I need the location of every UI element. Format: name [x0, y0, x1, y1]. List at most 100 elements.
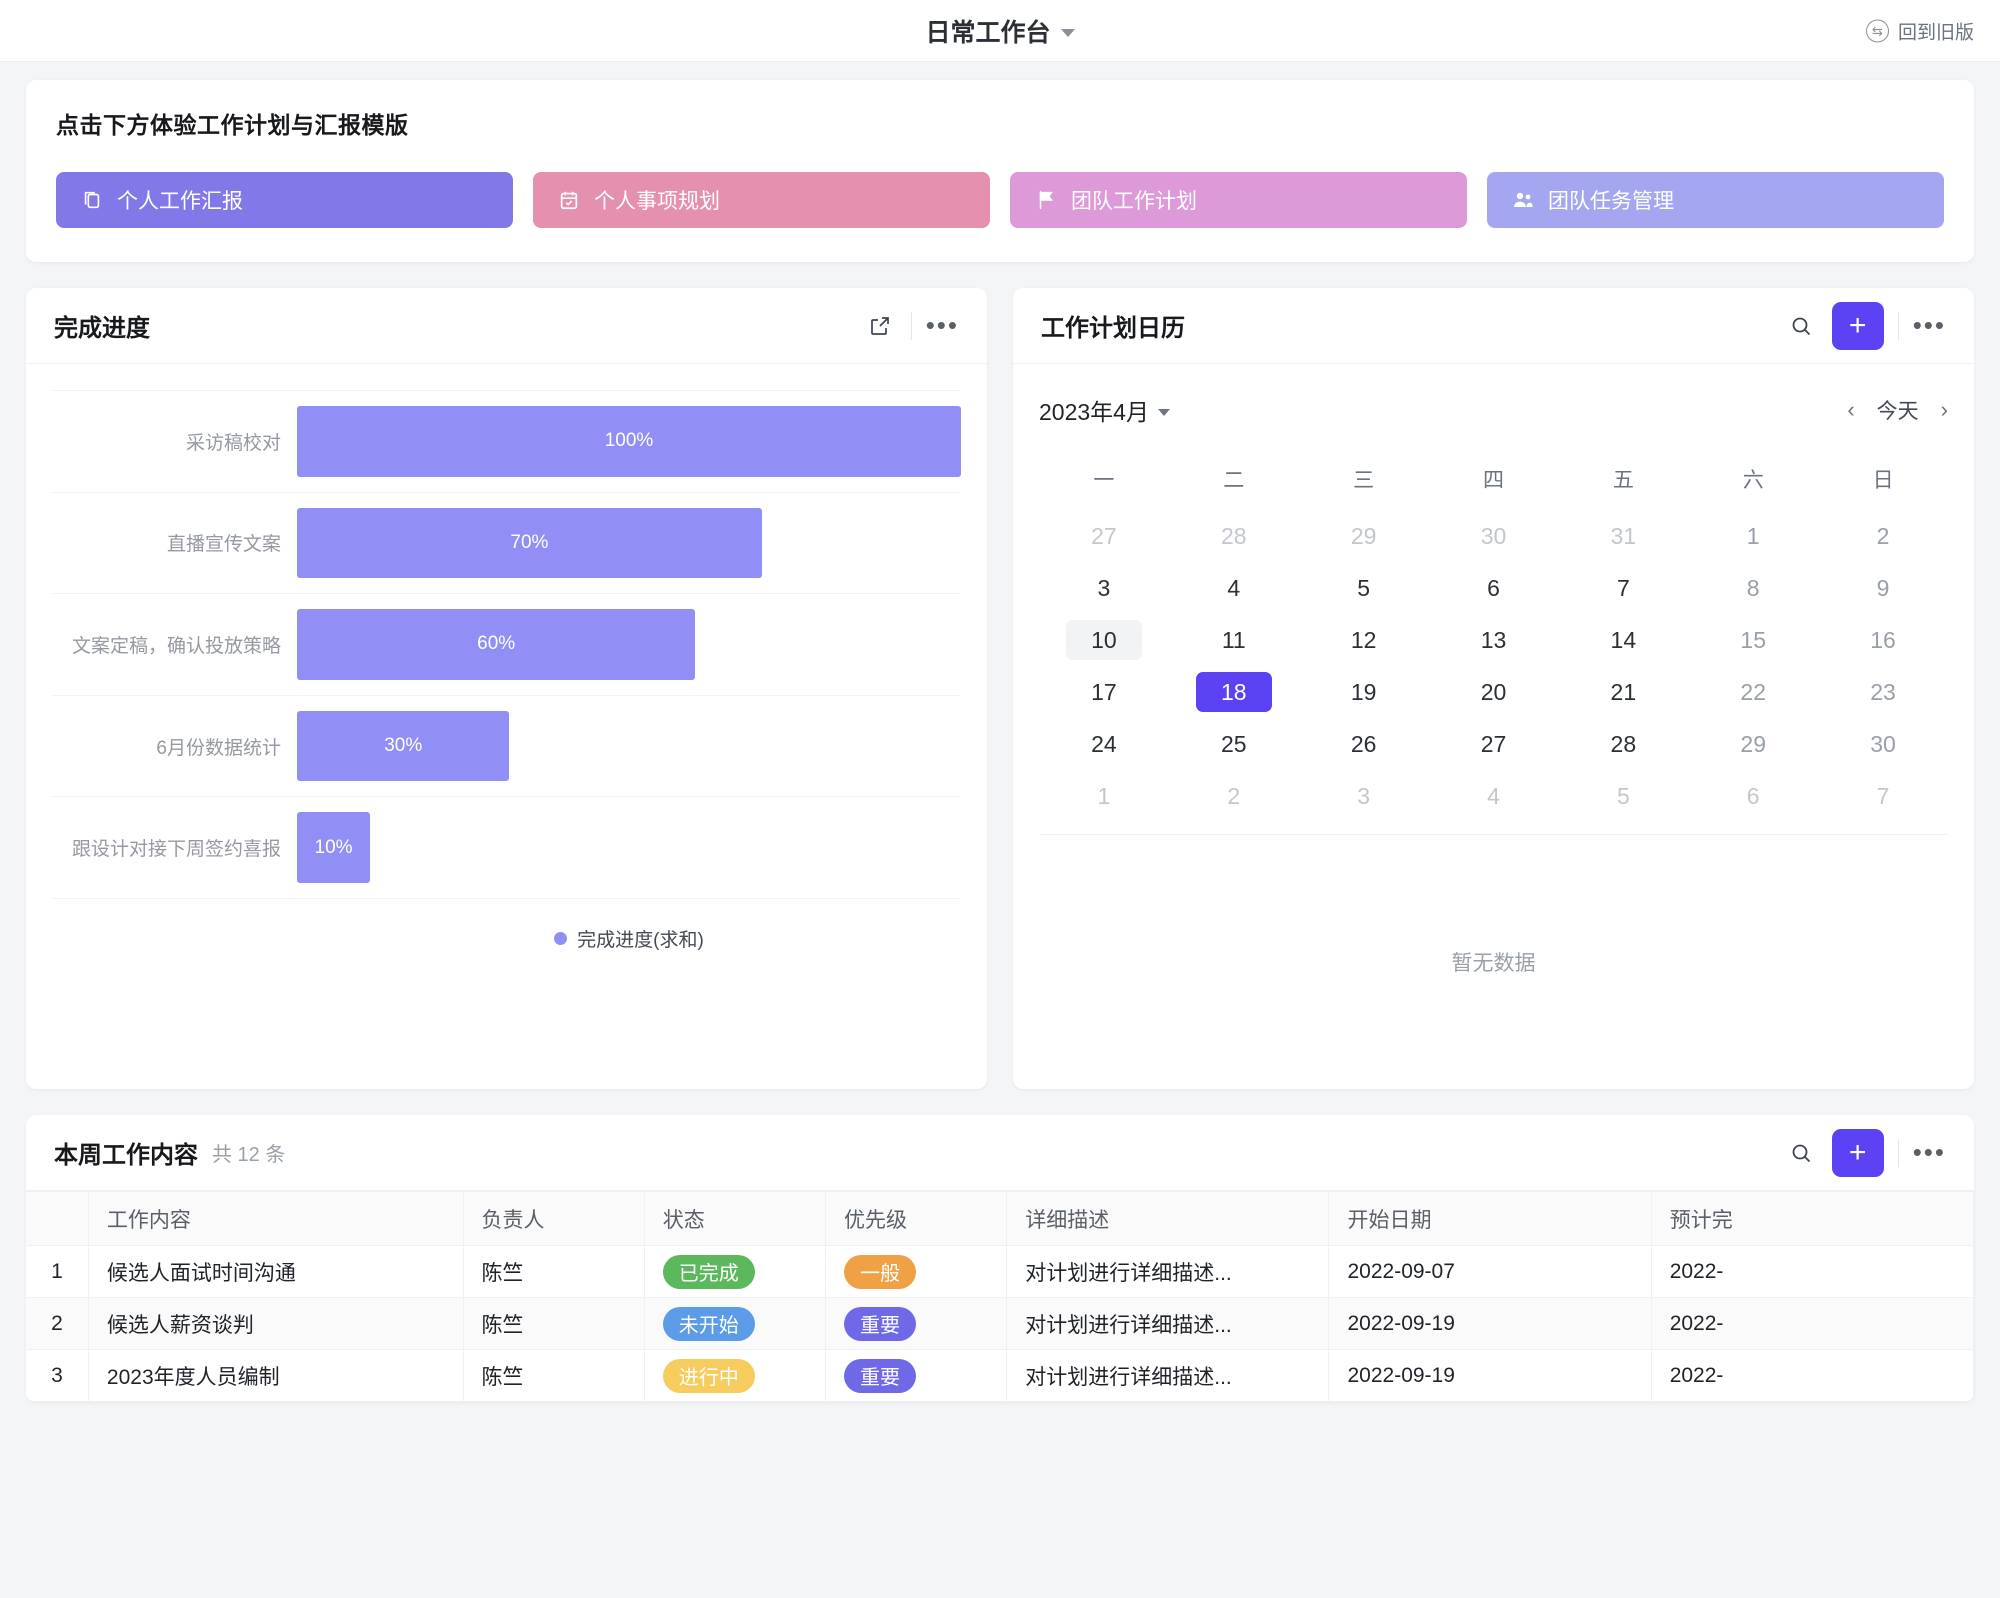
workspace-title-switcher[interactable]: 日常工作台 [925, 13, 1075, 49]
calendar-day-24[interactable]: 24 [1091, 730, 1117, 757]
template-button-team-tasks[interactable]: 团队任务管理 [1487, 172, 1944, 228]
calendar-cell: 11 [1169, 614, 1299, 666]
calendar-day-17[interactable]: 17 [1091, 678, 1117, 705]
back-to-legacy-label: 回到旧版 [1897, 22, 1974, 43]
calendar-day-3[interactable]: 3 [1357, 782, 1371, 809]
column-header-due-date[interactable]: 预计完 [1651, 1191, 1974, 1246]
prev-month-button[interactable]: ‹ [1847, 397, 1855, 422]
template-button-label: 团队任务管理 [1548, 190, 1674, 213]
calendar-cell: 28 [1169, 510, 1299, 562]
status-badge[interactable]: 未开始 [662, 1306, 755, 1341]
status-badge[interactable]: 进行中 [662, 1358, 755, 1393]
more-dots-icon[interactable]: ••• [1912, 1137, 1946, 1168]
column-header-index[interactable] [26, 1191, 89, 1246]
legend-label[interactable]: 完成进度(求和) [577, 930, 704, 951]
template-button-personal-plan[interactable]: 个人事项规划 [533, 172, 990, 228]
calendar-day-5[interactable]: 5 [1357, 574, 1371, 601]
cell-priority: 重要 [825, 1297, 1008, 1350]
calendar-day-22[interactable]: 22 [1740, 678, 1766, 705]
calendar-day-5[interactable]: 5 [1616, 782, 1630, 809]
calendar-day-25[interactable]: 25 [1220, 730, 1247, 757]
calendar-day-23[interactable]: 23 [1870, 678, 1896, 705]
calendar-day-3[interactable]: 3 [1097, 574, 1111, 601]
calendar-day-18[interactable]: 18 [1195, 672, 1272, 712]
calendar-day-31[interactable]: 31 [1610, 522, 1637, 549]
priority-badge[interactable]: 重要 [844, 1306, 917, 1341]
calendar-day-20[interactable]: 20 [1480, 678, 1507, 705]
bar[interactable]: 100% [297, 406, 961, 477]
search-icon[interactable] [1784, 309, 1818, 343]
calendar-day-27[interactable]: 27 [1480, 730, 1507, 757]
calendar-day-29[interactable]: 29 [1350, 522, 1377, 549]
calendar-day-10[interactable]: 10 [1065, 620, 1142, 660]
calendar-cell: 23 [1818, 666, 1948, 718]
calendar-day-4[interactable]: 4 [1487, 782, 1500, 809]
column-header-content[interactable]: 工作内容 [88, 1191, 464, 1246]
calendar-day-13[interactable]: 13 [1480, 626, 1507, 653]
calendar-day-9[interactable]: 9 [1876, 574, 1890, 601]
calendar-cell: 10 [1039, 614, 1169, 666]
cell-status: 已完成 [644, 1245, 827, 1298]
search-icon[interactable] [1784, 1136, 1818, 1170]
calendar-day-6[interactable]: 6 [1746, 782, 1760, 809]
table-row[interactable]: 2 候选人薪资谈判 陈竺 未开始 重要 对计划进行详细描述... 2022-09-19 202… [26, 1297, 1974, 1350]
column-header-description[interactable]: 详细描述 [1006, 1191, 1330, 1246]
template-button-team-plan[interactable]: 团队工作计划 [1010, 172, 1467, 228]
table-row[interactable]: 1 候选人面试时间沟通 陈竺 已完成 一般 对计划进行详细描述... 2022-09-07 2… [26, 1245, 1974, 1298]
column-header-start-date[interactable]: 开始日期 [1328, 1191, 1652, 1246]
add-event-button[interactable]: + [1831, 301, 1884, 350]
more-dots-icon[interactable]: ••• [1912, 310, 1946, 341]
more-dots-icon[interactable]: ••• [925, 310, 959, 341]
calendar-day-16[interactable]: 16 [1870, 626, 1896, 653]
calendar-day-26[interactable]: 26 [1350, 730, 1377, 757]
column-header-priority[interactable]: 优先级 [825, 1191, 1008, 1246]
back-to-legacy-button[interactable]: ⇆ 回到旧版 [1865, 17, 1974, 44]
bar-value-label: 10% [314, 836, 353, 858]
calendar-day-2[interactable]: 2 [1227, 782, 1241, 809]
status-badge[interactable]: 已完成 [662, 1254, 755, 1289]
bar-value-label: 60% [477, 633, 516, 655]
calendar-day-8[interactable]: 8 [1746, 574, 1760, 601]
calendar-day-15[interactable]: 15 [1740, 626, 1766, 653]
calendar-day-6[interactable]: 6 [1487, 574, 1500, 601]
priority-badge[interactable]: 一般 [844, 1254, 917, 1289]
bar-value-label: 70% [510, 531, 549, 553]
calendar-day-7[interactable]: 7 [1876, 782, 1890, 809]
template-button-personal-report[interactable]: 个人工作汇报 [56, 172, 513, 228]
calendar-cell: 5 [1299, 562, 1429, 614]
calendar-day-27[interactable]: 27 [1091, 522, 1117, 549]
calendar-day-12[interactable]: 12 [1350, 626, 1377, 653]
calendar-cell: 25 [1169, 718, 1299, 770]
calendar-day-30[interactable]: 30 [1480, 522, 1507, 549]
calendar-day-1[interactable]: 1 [1746, 522, 1760, 549]
calendar-day-19[interactable]: 19 [1350, 678, 1377, 705]
calendar-day-29[interactable]: 29 [1740, 730, 1766, 757]
bar[interactable]: 10% [297, 812, 371, 883]
calendar-day-11[interactable]: 11 [1221, 626, 1246, 653]
progress-panel: 完成进度 ••• 采访稿校对 [26, 288, 987, 1089]
calendar-cell: 30 [1818, 718, 1948, 770]
external-link-icon[interactable] [863, 309, 897, 343]
next-month-button[interactable]: › [1940, 397, 1948, 422]
column-header-status[interactable]: 状态 [644, 1191, 827, 1246]
month-selector[interactable]: 2023年4月 [1039, 393, 1170, 427]
progress-panel-header: 完成进度 ••• [26, 288, 987, 364]
table-row[interactable]: 3 2023年度人员编制 陈竺 进行中 重要 对计划进行详细描述... 2022-09-19… [26, 1349, 1974, 1402]
bar-category-label: 文案定稿，确认投放策略 [71, 635, 281, 657]
bar[interactable]: 70% [297, 507, 762, 579]
calendar-day-30[interactable]: 30 [1870, 730, 1896, 757]
column-header-owner[interactable]: 负责人 [463, 1191, 645, 1246]
calendar-day-1[interactable]: 1 [1097, 782, 1111, 809]
calendar-day-2[interactable]: 2 [1876, 522, 1890, 549]
priority-badge[interactable]: 重要 [844, 1358, 917, 1393]
calendar-day-14[interactable]: 14 [1610, 626, 1637, 653]
add-row-button[interactable]: + [1831, 1128, 1884, 1177]
calendar-day-28[interactable]: 28 [1220, 522, 1247, 549]
calendar-day-7[interactable]: 7 [1616, 574, 1630, 601]
bar[interactable]: 30% [297, 710, 510, 782]
today-button[interactable]: 今天 [1876, 400, 1919, 423]
calendar-day-4[interactable]: 4 [1227, 574, 1241, 601]
calendar-day-28[interactable]: 28 [1610, 730, 1637, 757]
bar[interactable]: 60% [297, 609, 696, 680]
calendar-day-21[interactable]: 21 [1610, 678, 1637, 705]
